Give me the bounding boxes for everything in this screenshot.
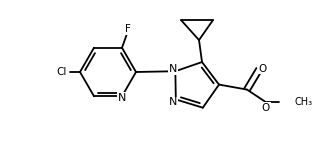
- Text: O: O: [259, 64, 267, 74]
- Text: N: N: [118, 93, 126, 103]
- Text: O: O: [262, 103, 270, 113]
- Text: N: N: [169, 98, 177, 107]
- Text: N: N: [169, 64, 178, 74]
- Text: F: F: [125, 24, 131, 34]
- Text: CH₃: CH₃: [295, 97, 313, 107]
- Text: Cl: Cl: [57, 67, 67, 77]
